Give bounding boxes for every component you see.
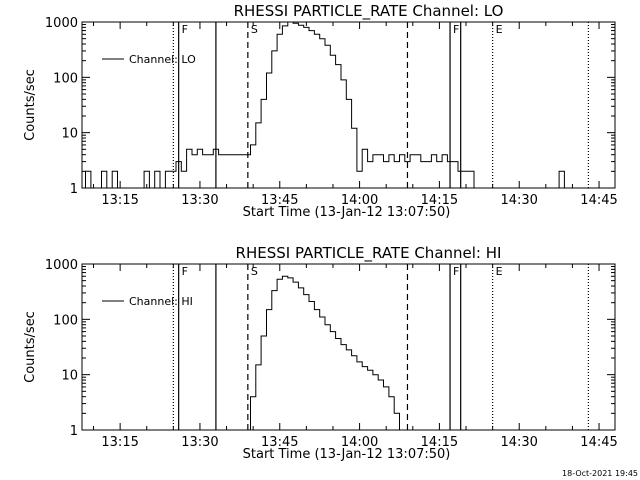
y-tick-label: 1000	[45, 16, 78, 31]
x-tick-label: 13:45	[261, 193, 298, 208]
x-axis-label: Start Time (13-Jan-12 13:07:50)	[243, 205, 451, 220]
chart-panel-2: RHESSI PARTICLE_RATE Channel: HI F S F E 13:1…	[23, 244, 618, 462]
chart-title: RHESSI PARTICLE_RATE Channel: HI	[236, 244, 502, 263]
x-tick-label: 14:00	[341, 193, 378, 208]
x-tick-label: 14:00	[341, 435, 378, 450]
series-line	[82, 21, 610, 189]
event-marker-label: F	[453, 265, 459, 278]
chart-panels: RHESSI PARTICLE_RATE Channel: LO F S F E 13:1…	[23, 2, 618, 462]
event-marker-label: F	[453, 23, 459, 36]
x-tick-label: 14:30	[500, 435, 537, 450]
chart-panel-1: RHESSI PARTICLE_RATE Channel: LO F S F E 13:1…	[23, 2, 618, 220]
legend-label: Channel: HI	[129, 295, 193, 308]
event-marker-label: E	[496, 23, 503, 36]
y-axis-label: Counts/sec	[23, 69, 38, 141]
y-tick-label: 1	[70, 424, 78, 439]
event-marker-label: S	[251, 23, 258, 36]
x-axis-label: Start Time (13-Jan-12 13:07:50)	[243, 447, 451, 462]
x-tick-label: 13:15	[101, 193, 138, 208]
x-tick-label: 13:15	[101, 435, 138, 450]
x-tick-label: 14:15	[421, 435, 458, 450]
y-tick-label: 10	[61, 127, 78, 142]
event-marker-label: F	[182, 265, 188, 278]
x-tick-label: 13:45	[261, 435, 298, 450]
y-tick-label: 1	[70, 182, 78, 197]
x-tick-label: 14:45	[580, 435, 617, 450]
footer-timestamp: 18-Oct-2021 19:45	[562, 469, 638, 478]
series-line	[247, 275, 403, 431]
x-tick-label: 14:30	[500, 193, 537, 208]
y-tick-label: 10	[61, 369, 78, 384]
x-tick-label: 14:15	[421, 193, 458, 208]
y-tick-label: 1000	[45, 258, 78, 273]
legend-label: Channel: LO	[129, 53, 196, 66]
chart-title: RHESSI PARTICLE_RATE Channel: LO	[234, 2, 504, 21]
plot-frame	[81, 21, 616, 189]
y-axis-label: Counts/sec	[23, 311, 38, 383]
event-marker-label: F	[182, 23, 188, 36]
x-tick-label: 14:45	[580, 193, 617, 208]
event-marker-label: S	[251, 265, 258, 278]
x-tick-label: 13:30	[181, 435, 218, 450]
x-tick-label: 13:30	[181, 193, 218, 208]
event-marker-label: E	[496, 265, 503, 278]
y-tick-label: 100	[53, 71, 78, 86]
plot-frame	[81, 263, 616, 431]
y-tick-label: 100	[53, 313, 78, 328]
